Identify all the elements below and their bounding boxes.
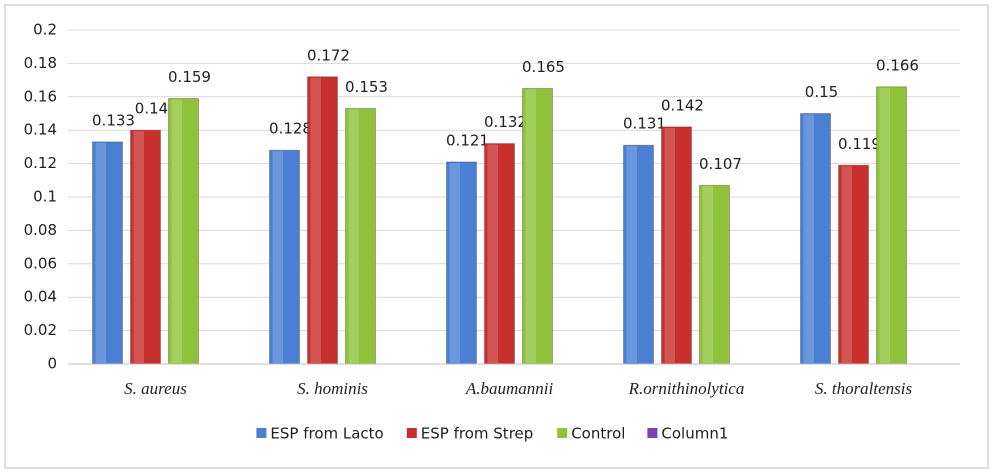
value-label: 0.166 [876,56,919,74]
legend-label: Column1 [661,425,728,443]
value-label: 0.128 [269,120,312,138]
bar [876,86,907,365]
value-label: 0.159 [168,68,211,86]
y-tick-label: 0.04 [24,288,57,306]
value-label: 0.133 [92,111,135,129]
bar [130,129,161,365]
bar [307,76,338,365]
x-tick-label: S. hominis [297,379,368,398]
bar-shine [449,162,460,363]
bar [269,149,300,365]
value-label: 0.15 [805,83,838,101]
legend-label: Control [571,425,625,443]
value-label: 0.107 [699,155,742,173]
bar-shine [879,87,890,363]
bar-shine [348,109,359,364]
value-label: 0.153 [345,78,388,96]
legend-label: ESP from Strep [421,425,533,443]
bar-shine [664,127,675,363]
value-label: 0.119 [838,135,881,153]
y-tick-label: 0.08 [24,221,57,239]
legend-label: ESP from Lacto [270,425,383,443]
value-label: 0.132 [484,113,527,131]
bar-shine [272,151,283,363]
bar [800,113,831,365]
value-label: 0.121 [446,131,489,149]
value-label: 0.131 [623,115,666,133]
bar-shine [310,77,321,363]
bar-shine [133,131,144,363]
bar [92,141,123,365]
bar [661,126,692,365]
y-tick-label: 0.02 [24,321,57,339]
bar [168,97,199,365]
legend-swatch [647,428,658,438]
y-tick-label: 0.2 [33,21,57,39]
bar-shine [841,166,852,363]
bar-shine [487,144,498,363]
bar-shine [702,186,713,363]
bar [623,144,654,365]
x-tick-label: S. aureus [124,379,187,398]
y-tick-label: 0.06 [24,254,57,272]
bar [838,164,869,365]
bar [522,87,553,365]
bar-shine [803,114,814,363]
bar [446,161,477,365]
bar [699,184,730,365]
y-tick-label: 0.1 [33,188,57,206]
bar-shine [171,99,182,363]
x-tick-label: S. thoraltensis [815,379,913,398]
value-label: 0.172 [307,46,350,64]
bar [345,107,376,365]
value-label: 0.142 [661,96,704,114]
bar-shine [95,142,106,363]
y-tick-label: 0 [47,355,57,373]
x-tick-label: R.ornithinolytica [628,379,745,398]
bar-shine [626,146,637,363]
y-tick-label: 0.16 [24,87,57,105]
legend-swatch [557,428,568,438]
y-tick-label: 0.12 [24,154,57,172]
value-label: 0.14 [135,100,168,118]
y-tick-label: 0.18 [24,54,57,72]
legend-swatch [406,428,417,438]
legend-swatch [256,428,267,438]
value-label: 0.165 [522,58,565,76]
y-tick-label: 0.14 [24,121,57,139]
bar-shine [525,89,536,363]
x-tick-label: A.baumannii [465,379,554,398]
bar [484,143,515,365]
